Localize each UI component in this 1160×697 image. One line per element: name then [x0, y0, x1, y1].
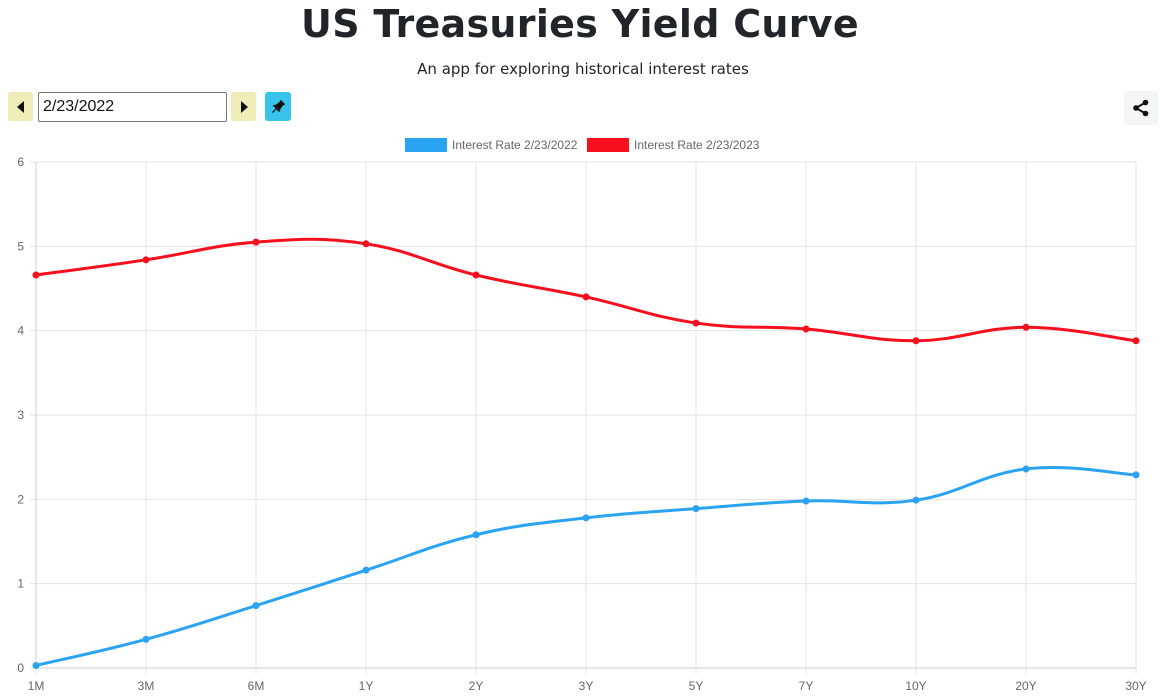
triangle-right-icon [240, 100, 248, 113]
x-tick-label: 5Y [689, 679, 704, 693]
legend-label: Interest Rate 2/23/2023 [634, 138, 760, 152]
y-tick-label: 0 [17, 661, 24, 675]
legend-label: Interest Rate 2/23/2022 [452, 138, 578, 152]
x-tick-label: 30Y [1125, 679, 1146, 693]
x-tick-label: 3M [138, 679, 155, 693]
data-point [362, 240, 370, 248]
x-tick-label: 1Y [359, 679, 374, 693]
data-point [1022, 465, 1030, 473]
data-point [582, 293, 590, 301]
x-tick-label: 20Y [1015, 679, 1036, 693]
y-tick-label: 5 [17, 239, 24, 253]
data-point [252, 602, 260, 610]
data-point [692, 319, 700, 327]
share-icon [1133, 99, 1149, 117]
triangle-left-icon [16, 100, 24, 113]
data-point [802, 497, 810, 505]
data-point [32, 271, 40, 279]
x-tick-label: 2Y [469, 679, 484, 693]
data-point [32, 661, 40, 669]
data-point [1132, 337, 1140, 345]
x-tick-label: 3Y [579, 679, 594, 693]
share-button[interactable] [1124, 91, 1158, 125]
data-point [142, 256, 150, 264]
x-tick-label: 1M [28, 679, 45, 693]
yield-curve-chart: 0 1 2 3 4 5 6 1M 3M 6M 1Y 2Y 3Y 5Y 7Y 10Y 20Y 30Y Interest… [17, 138, 1147, 693]
data-point [692, 505, 700, 513]
data-point [1132, 471, 1140, 479]
x-tick-label: 6M [248, 679, 265, 693]
data-point [472, 531, 480, 539]
data-point [912, 337, 920, 345]
pin-button[interactable] [265, 92, 291, 121]
legend-swatch [405, 138, 447, 152]
pushpin-icon [272, 99, 286, 113]
data-point [252, 238, 260, 246]
y-tick-label: 6 [17, 155, 24, 169]
previous-date-button[interactable] [8, 92, 33, 121]
data-point [472, 271, 480, 279]
y-tick-label: 4 [17, 324, 24, 338]
y-tick-label: 1 [17, 577, 24, 591]
data-point [362, 566, 370, 574]
date-input[interactable] [38, 92, 227, 122]
data-point [1022, 323, 1030, 331]
data-point [802, 325, 810, 333]
y-tick-label: 2 [17, 492, 24, 506]
x-tick-label: 10Y [905, 679, 926, 693]
legend-swatch [587, 138, 629, 152]
data-point [142, 635, 150, 643]
x-tick-label: 7Y [799, 679, 814, 693]
y-tick-label: 3 [17, 408, 24, 422]
page-subtitle: An app for exploring historical interest… [417, 60, 749, 78]
next-date-button[interactable] [231, 92, 256, 121]
data-point [582, 514, 590, 522]
page-title: US Treasuries Yield Curve [301, 2, 859, 46]
data-point [912, 496, 920, 504]
